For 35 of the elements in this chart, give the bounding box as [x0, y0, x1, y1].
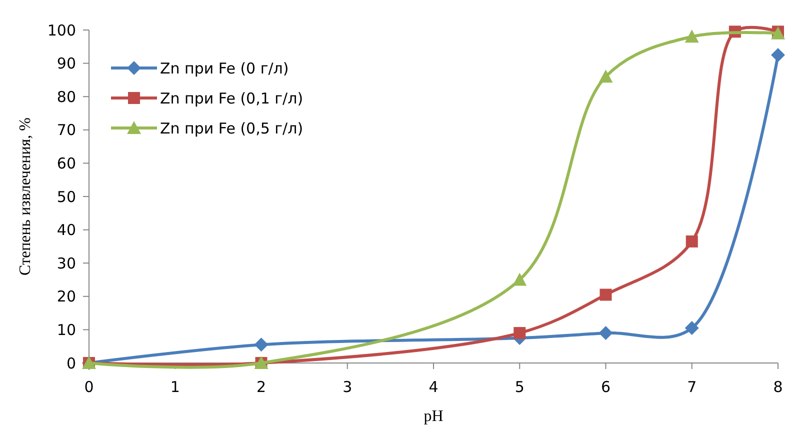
point	[514, 327, 526, 340]
x-tick-label: 3	[342, 378, 352, 396]
x-tick-label: 7	[687, 378, 697, 396]
point	[600, 288, 612, 301]
x-tick-label: 5	[514, 378, 524, 396]
y-tick-label: 100	[47, 21, 76, 40]
y-tick-label: 60	[56, 154, 76, 172]
legend-label: Zn при Fe (0 г/л)	[160, 59, 289, 78]
x-tick-label: 1	[170, 378, 180, 396]
point	[686, 235, 698, 248]
x-tick-label: 4	[428, 378, 438, 396]
x-tick-label: 2	[256, 378, 266, 396]
x-tick-label: 6	[600, 378, 611, 396]
x-tick-label: 0	[84, 378, 94, 396]
y-tick-label: 30	[56, 254, 76, 272]
y-tick-label: 90	[56, 54, 76, 73]
y-tick-label: 0	[66, 354, 76, 372]
y-tick-label: 50	[56, 188, 76, 206]
point	[512, 272, 527, 286]
point	[684, 30, 699, 43]
y-tick-label: 10	[56, 320, 76, 339]
y-tick-label: 20	[56, 288, 76, 306]
point	[771, 48, 785, 62]
y-axis-title: Степень извлечения, %	[17, 118, 34, 276]
point	[254, 338, 268, 352]
point	[684, 321, 699, 336]
legend-label: Zn при Fe (0,5 г/л)	[160, 119, 304, 138]
y-tick-label: 80	[56, 88, 76, 106]
y-tick-label: 40	[56, 221, 76, 240]
y-tick-label: 70	[56, 121, 76, 140]
point	[598, 70, 613, 83]
legend-label: Zn при Fe (0,1 г/л)	[160, 89, 304, 108]
x-tick-label: 8	[773, 378, 783, 396]
x-axis-title: pH	[424, 408, 444, 425]
point	[598, 326, 613, 340]
